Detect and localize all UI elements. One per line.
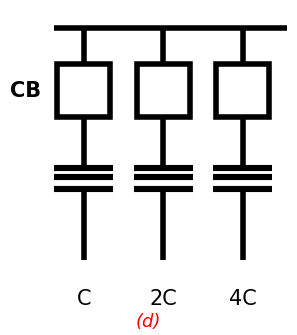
Text: 4C: 4C (229, 289, 257, 309)
Text: C: C (77, 289, 91, 309)
Bar (216, 64, 269, 117)
Text: CB: CB (10, 81, 41, 101)
Text: (d): (d) (136, 314, 161, 331)
Bar (137, 64, 190, 117)
Text: 2C: 2C (149, 289, 177, 309)
Bar (57, 64, 110, 117)
